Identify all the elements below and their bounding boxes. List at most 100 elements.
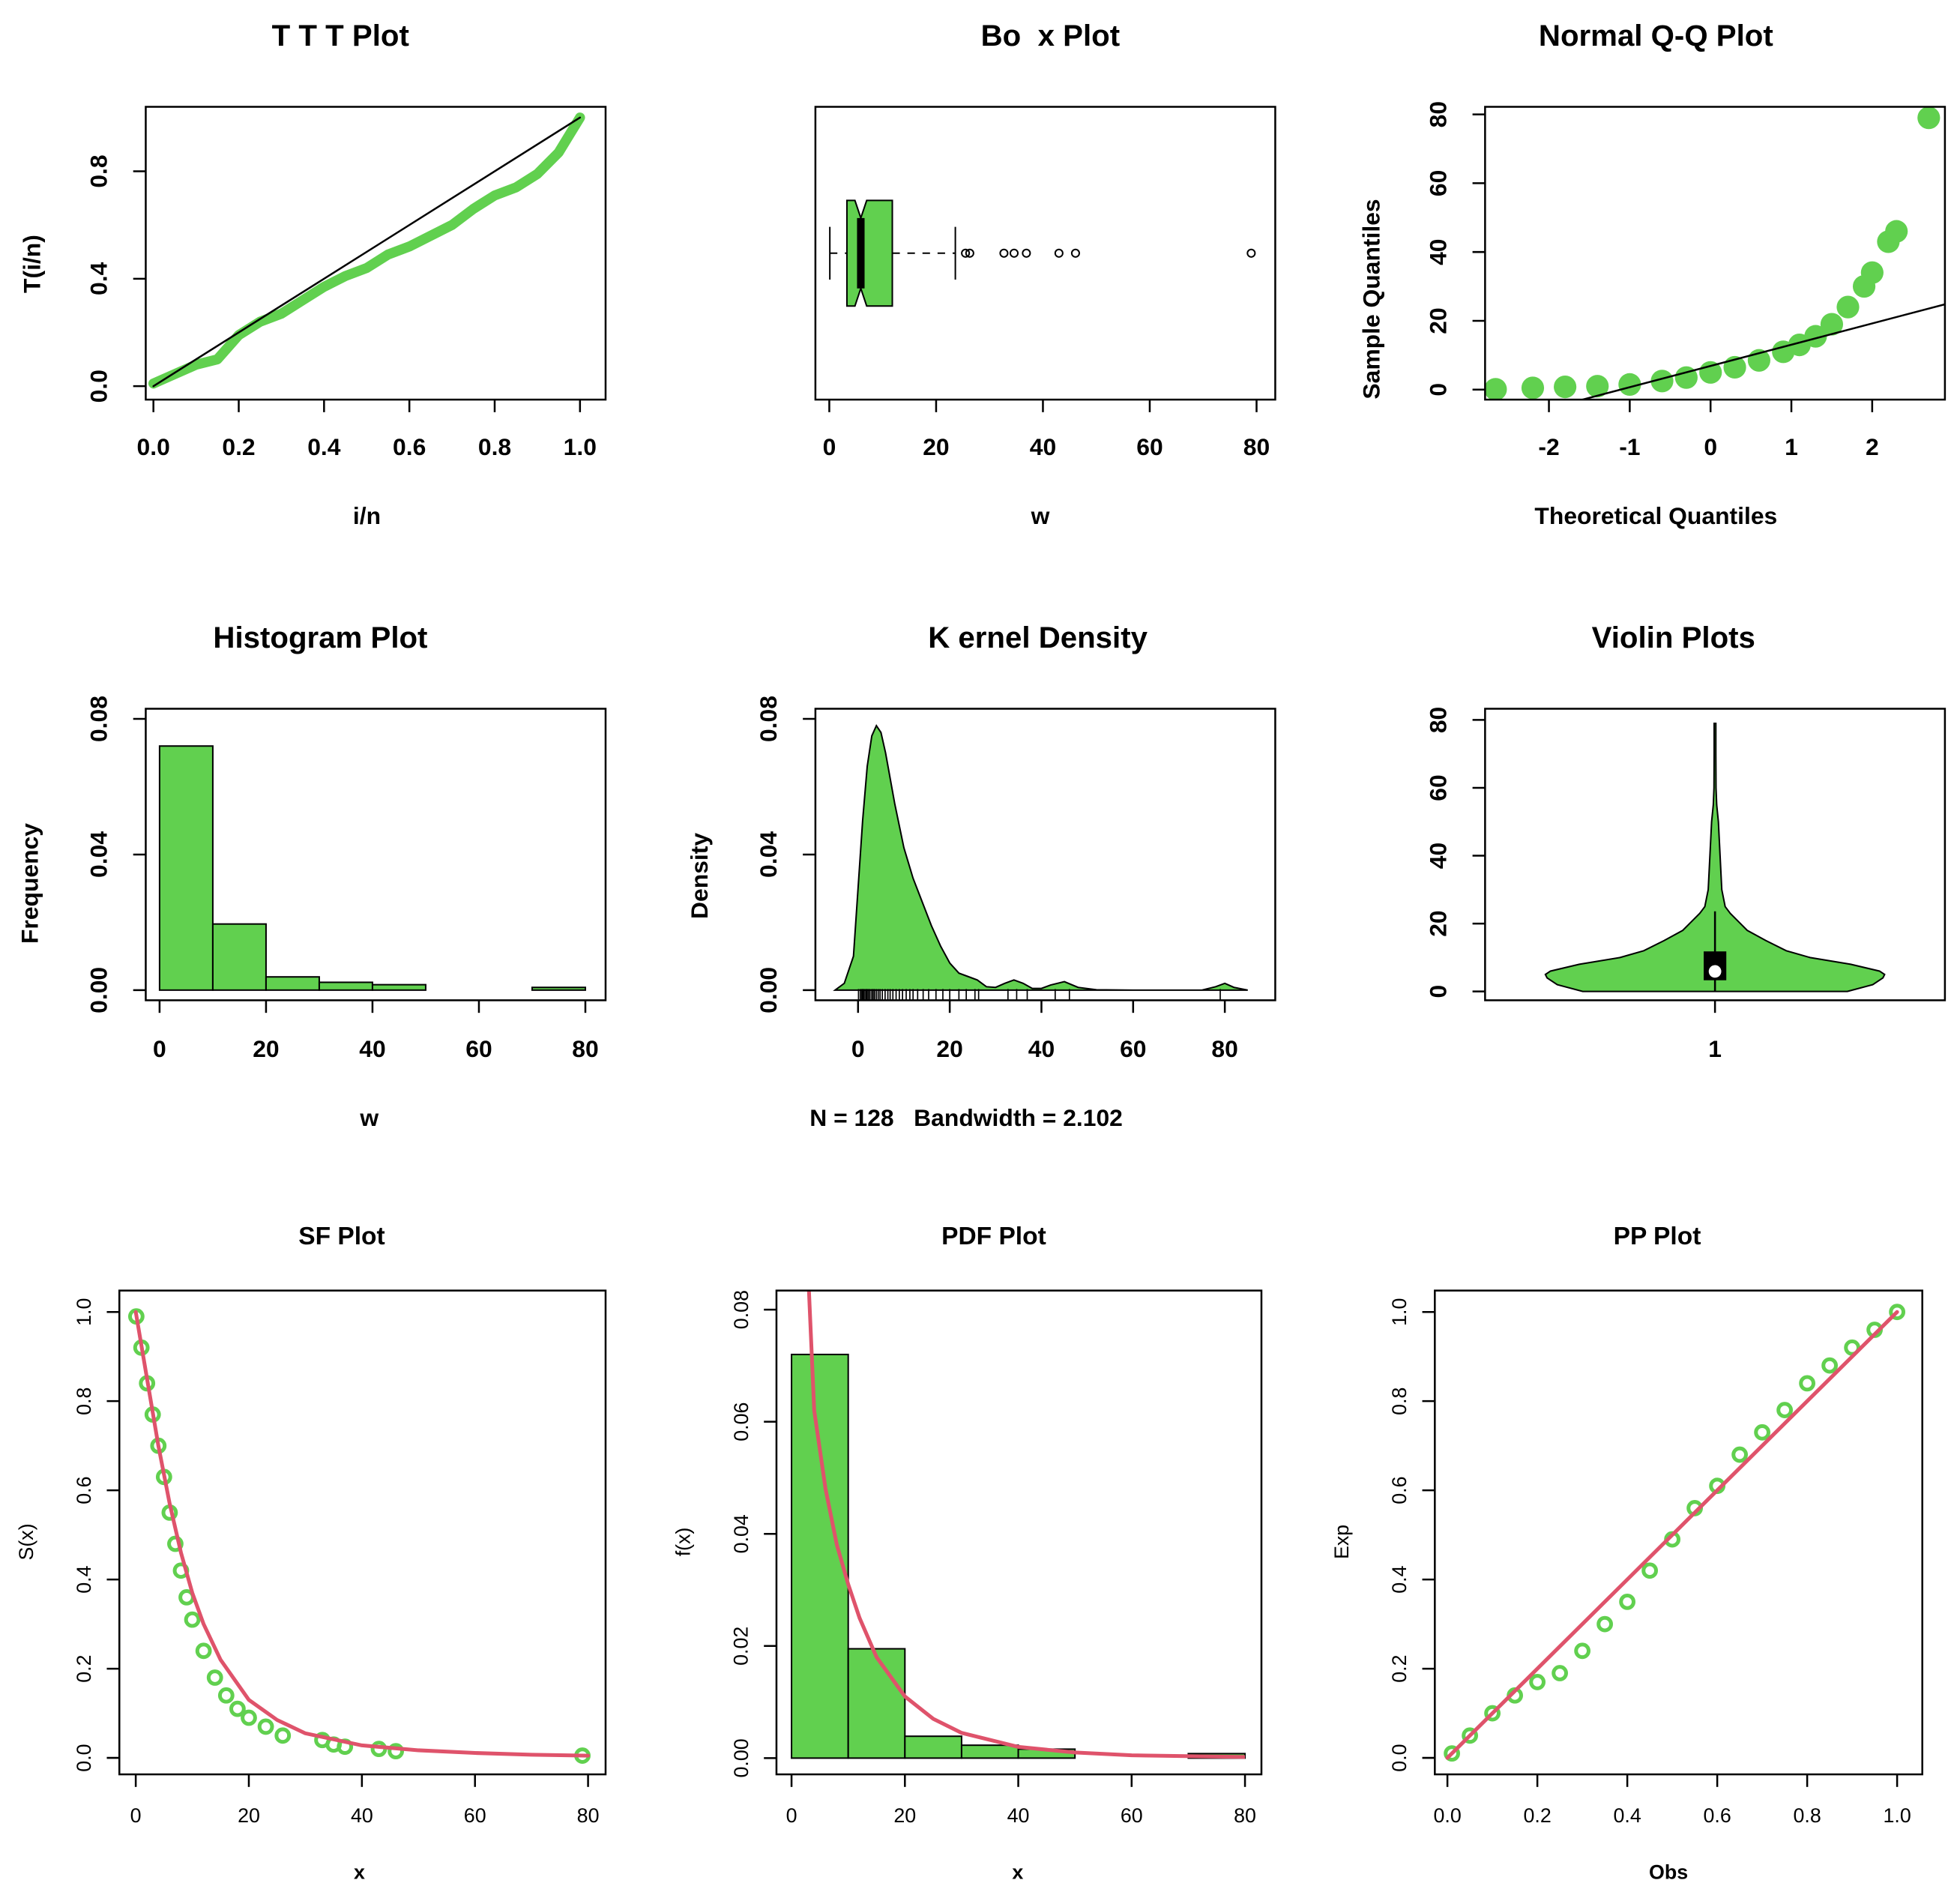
point (1776, 1402, 1794, 1418)
x-tick-label: 1.0 (1883, 1804, 1911, 1827)
y-axis-label: Sample Quantiles (1358, 199, 1385, 399)
y-tick-label: 0.06 (730, 1403, 753, 1441)
plot-area (1444, 1304, 1906, 1762)
outlier (965, 248, 974, 258)
y-tick-label: 0.00 (85, 967, 112, 1013)
box (845, 199, 893, 307)
point (274, 1727, 292, 1744)
line (1445, 1310, 1899, 1760)
point (1885, 220, 1908, 243)
y-tick-label: 60 (1424, 170, 1451, 196)
x-tick-label: 80 (1243, 433, 1270, 460)
x-tick-label: 0.6 (393, 433, 426, 460)
x-tick-label: 0.4 (307, 433, 341, 460)
x-tick-label: 60 (465, 1035, 492, 1062)
point (388, 1743, 405, 1760)
outlier (1009, 248, 1019, 258)
y-tick-label: 0.6 (1388, 1477, 1411, 1504)
y-tick-label: 0.04 (755, 831, 782, 878)
y-tick-label: 20 (1424, 910, 1451, 936)
x-tick-label: 80 (1234, 1804, 1256, 1827)
y-tick-label: 0.4 (85, 262, 112, 295)
plot-area (833, 724, 1248, 1001)
y-tick-label: 80 (1424, 101, 1451, 127)
point (1650, 370, 1674, 393)
bar (265, 976, 320, 991)
chart-title: Violin Plots (1592, 621, 1755, 654)
point (1586, 375, 1609, 398)
plot-area (127, 1308, 591, 1764)
x-tick-label: 2 (1866, 433, 1879, 460)
x-axis-label: w (359, 1104, 379, 1131)
outlier (1054, 248, 1064, 258)
point (1619, 1593, 1636, 1610)
plot-area (148, 112, 585, 389)
plot-frame (814, 106, 1276, 401)
y-tick-label: 0.6 (73, 1477, 95, 1504)
y-tick-label: 0.02 (730, 1627, 753, 1666)
x-tick-label: 80 (1211, 1035, 1237, 1062)
y-axis-label: S(x) (15, 1523, 37, 1560)
x-tick-label: 0.6 (1703, 1804, 1731, 1827)
y-tick-label: 0.00 (730, 1738, 753, 1777)
bar (960, 1744, 1019, 1759)
y-tick-label: 20 (1424, 307, 1451, 334)
x-tick-label: 40 (1007, 1804, 1030, 1827)
y-tick-label: 0.0 (73, 1744, 95, 1771)
x-tick-label: 0 (823, 433, 836, 460)
x-tick-label: 0.0 (137, 433, 170, 460)
point (1554, 376, 1577, 399)
point (1917, 106, 1941, 130)
point (1731, 1446, 1749, 1463)
plot-frame (118, 1289, 607, 1776)
chart-title: T T T Plot (272, 19, 409, 52)
point (1889, 1304, 1906, 1321)
y-axis-label: f(x) (672, 1528, 695, 1557)
line (152, 116, 582, 388)
x-tick-label: 0.0 (1433, 1804, 1461, 1827)
point (1799, 1375, 1816, 1392)
x-tick-label: 20 (893, 1804, 916, 1827)
density-area (833, 724, 1248, 991)
y-tick-label: 0.8 (1388, 1388, 1411, 1415)
line (148, 112, 585, 389)
y-tick-label: 0.00 (755, 967, 782, 1013)
point (1820, 313, 1844, 336)
y-tick-label: 1.0 (1388, 1298, 1411, 1326)
plot-frame (814, 708, 1276, 1001)
chart-title: PP Plot (1614, 1223, 1701, 1250)
x-tick-label: 40 (1030, 433, 1056, 460)
point (167, 1535, 184, 1552)
y-axis-label: Density (686, 833, 713, 919)
y-tick-label: 60 (1424, 774, 1451, 801)
x-axis-label: x (354, 1861, 365, 1884)
point (1596, 1615, 1614, 1633)
chart-title: Normal Q-Q Plot (1539, 19, 1773, 52)
y-tick-label: 0.0 (1388, 1744, 1411, 1771)
y-axis-label: T(i/n) (19, 235, 46, 293)
x-tick-label: 1 (1708, 1035, 1722, 1062)
point (1462, 1727, 1479, 1744)
point (1641, 1562, 1659, 1579)
chart-title: PDF Plot (941, 1223, 1046, 1250)
x-tick-label: 0.2 (222, 433, 255, 460)
y-axis-label: Frequency (16, 823, 43, 944)
y-tick-label: 0.2 (73, 1654, 95, 1682)
outlier (1070, 248, 1080, 258)
outlier (1246, 248, 1256, 258)
chart-title: SF Plot (298, 1223, 385, 1250)
outlier (961, 248, 971, 258)
y-tick-label: 0.0 (85, 370, 112, 403)
chart-title: Histogram Plot (213, 621, 427, 654)
point (1521, 376, 1545, 400)
point (195, 1642, 212, 1660)
x-axis-label: i/n (353, 502, 381, 529)
y-tick-label: 80 (1424, 707, 1451, 733)
x-tick-label: 0.4 (1613, 1804, 1641, 1827)
x-axis-label: x (1012, 1861, 1023, 1884)
x-tick-label: 0 (851, 1035, 865, 1062)
point (241, 1709, 257, 1726)
x-axis-label: Obs (1649, 1861, 1688, 1884)
y-tick-label: 0.04 (85, 831, 112, 878)
y-tick-label: 0.4 (1388, 1565, 1411, 1593)
